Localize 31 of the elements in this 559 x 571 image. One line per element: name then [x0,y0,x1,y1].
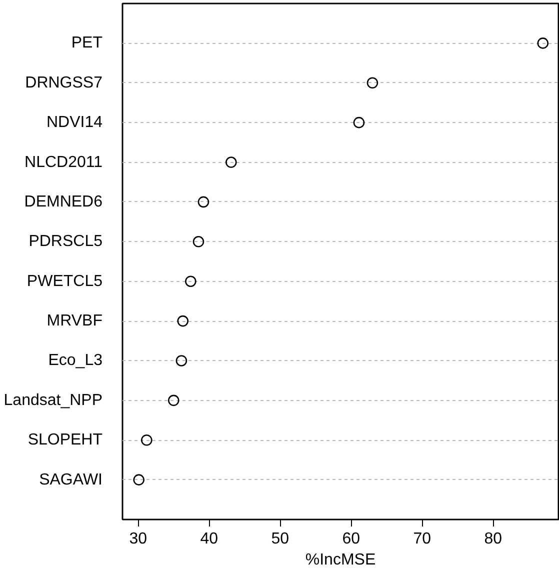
point [192,236,204,248]
point [185,276,196,287]
x-tick-label: 40 [200,530,218,548]
x-axis-title: %IncMSE [305,552,376,568]
y-tick-label: SLOPEHT [28,432,103,449]
y-tick-label: Landsat_NPP [4,392,102,409]
point [140,434,152,446]
point [366,77,378,89]
y-tick-label: PDRSCL5 [28,233,103,250]
point [537,38,549,49]
point [176,355,188,366]
point [353,116,365,128]
y-tick-label: SAGAWI [39,471,103,488]
point [198,196,210,208]
y-tick-label: NDVI14 [46,114,103,132]
point [168,394,180,406]
y-tick-label: PET [71,34,103,52]
y-tick-label: MRVBF [46,312,103,330]
x-tick-label: 50 [271,530,290,548]
y-tick-label: NLCD2011 [24,154,103,171]
y-tick-label: PWETCL5 [26,272,103,290]
x-tick-label: 70 [413,530,432,548]
y-tick-label: DEMNED6 [24,193,103,210]
x-tick-label: 80 [484,530,502,548]
x-tick-label: 30 [129,530,148,548]
y-tick-label: Eco_L3 [48,352,103,370]
x-tick-label: 60 [342,530,360,548]
point [177,315,189,327]
point [225,156,237,168]
point [133,474,144,486]
y-tick-label: DRNGSS7 [25,74,103,92]
